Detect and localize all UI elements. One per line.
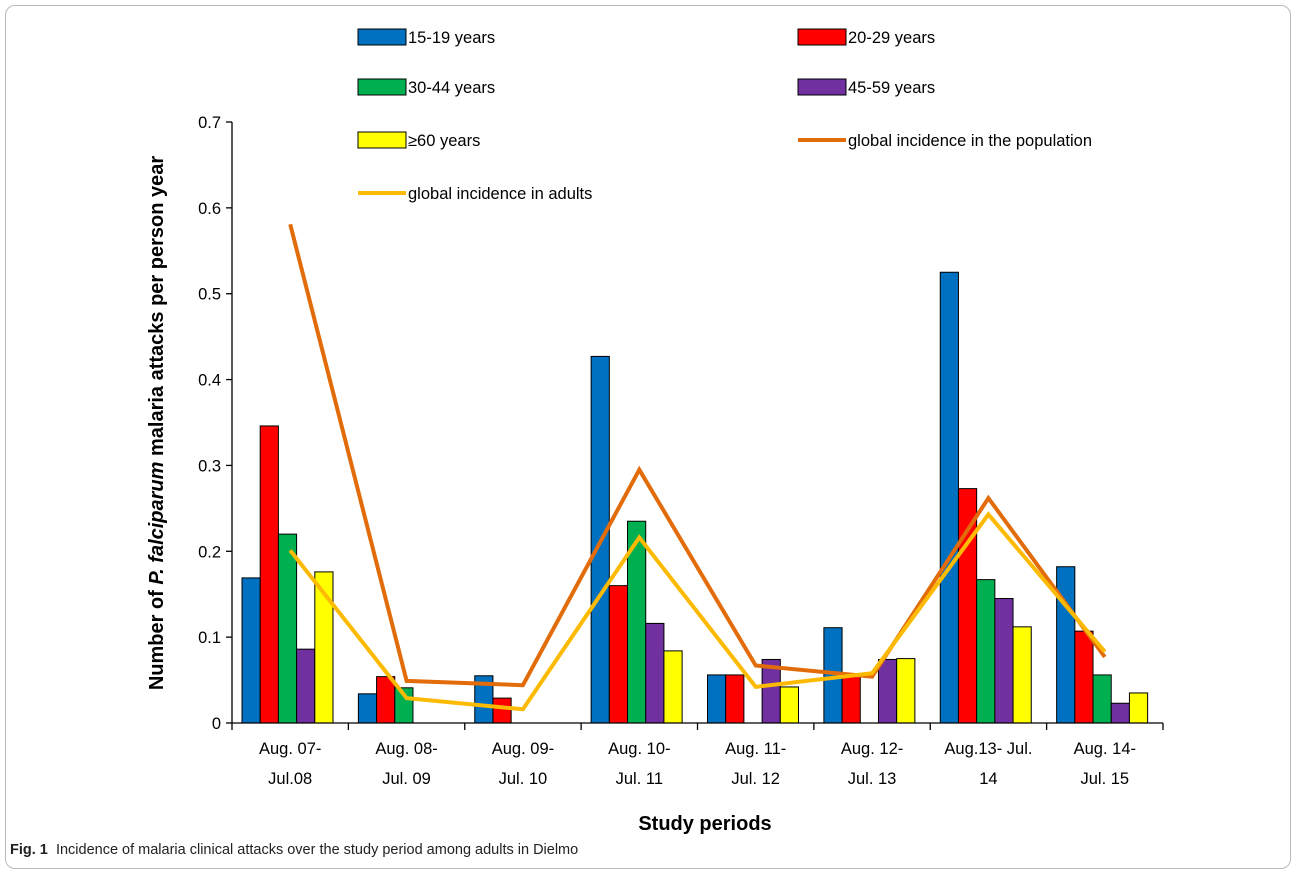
- x-tick-label: Aug. 11-: [725, 740, 786, 758]
- bar-20-29-years-1: [259, 425, 279, 724]
- caption-label: Fig. 1: [10, 842, 48, 858]
- legend-label-20-29-years: 20-29 years: [848, 29, 935, 47]
- legend: 15-19 years 20-29 years 30-44 years 45-59 y…: [357, 28, 1092, 203]
- legend-swatch-20-29-years: [797, 28, 847, 46]
- bar-45-59-years-6: [877, 658, 898, 724]
- bar-60-years-5: [779, 686, 799, 724]
- x-tick-label: Jul. 10: [499, 770, 548, 788]
- legend-swatch-45-59-years: [797, 78, 847, 96]
- x-tick-label: Jul. 09: [382, 770, 431, 788]
- legend-label-global-incidence-in-adults: global incidence in adults: [408, 185, 592, 203]
- bar-15-19-years-2: [357, 693, 378, 724]
- bar-15-19-years-8: [1056, 566, 1076, 724]
- y-tick-label: 0.4: [198, 372, 221, 390]
- y-axis-title-italic: P. falciparum: [146, 462, 168, 585]
- bar-45-59-years-4: [645, 622, 665, 724]
- line-global-incidence-adults: [288, 511, 1107, 712]
- x-tick-label: 14: [979, 770, 997, 788]
- bar-45-59-years-1: [296, 648, 316, 724]
- lines-group: [288, 223, 1107, 712]
- x-tick-label: Jul. 11: [616, 770, 663, 788]
- legend-label-45-59-years: 45-59 years: [848, 79, 935, 97]
- bar-30-44-years-8: [1092, 674, 1112, 724]
- y-tick-label: 0.3: [198, 457, 221, 475]
- figure-caption: Fig. 1 Incidence of malaria clinical att…: [10, 842, 578, 858]
- legend-label-30-44-years: 30-44 years: [408, 79, 495, 97]
- bar-45-59-years-8: [1110, 702, 1130, 724]
- x-tick-label: Aug.13- Jul.: [944, 740, 1032, 758]
- y-tick-label: 0.5: [198, 286, 221, 304]
- legend-swatch-15-19-years: [357, 28, 407, 46]
- bar-30-44-years-1: [277, 533, 298, 724]
- bar-20-29-years-6: [841, 674, 861, 724]
- figure-frame: [5, 5, 1291, 869]
- x-tick-label: Aug. 10-: [608, 740, 670, 758]
- legend-label-15-19-years: 15-19 years: [408, 29, 495, 47]
- y-tick-label: 0.7: [198, 114, 221, 132]
- bar-60-years-4: [663, 650, 683, 724]
- x-tick-label: Aug. 12-: [841, 740, 903, 758]
- bar-15-19-years-7: [939, 271, 959, 724]
- x-tick-label: Aug. 07-: [259, 740, 321, 758]
- line-global-incidence-population: [288, 223, 1107, 688]
- x-tick-label: Jul. 13: [848, 770, 897, 788]
- y-axis-title: Number of P. falciparum malaria attacks …: [146, 156, 168, 691]
- y-tick-label: 0: [212, 715, 221, 733]
- y-tick-label: 0.2: [198, 543, 221, 561]
- x-tick-label: Aug. 14-: [1074, 740, 1136, 758]
- legend-label-global-incidence-in-the-population: global incidence in the population: [848, 132, 1092, 150]
- bar-45-59-years-7: [994, 598, 1014, 724]
- bar-60-years-6: [896, 658, 916, 724]
- y-axis-title-part-1: Number of: [146, 585, 168, 691]
- bar-20-29-years-8: [1074, 630, 1094, 724]
- x-axis-title: Study periods: [638, 813, 771, 835]
- x-tick-label: Jul. 12: [731, 770, 780, 788]
- legend-label-60-years: ≥60 years: [408, 132, 480, 150]
- bar-15-19-years-5: [707, 674, 727, 724]
- bars-group: [241, 271, 1149, 724]
- bar-60-years-8: [1128, 692, 1149, 724]
- bar-20-29-years-3: [492, 697, 512, 724]
- x-tick-label: Jul. 15: [1081, 770, 1130, 788]
- axes-group: 0 0.1 0.2 0.3 0.4 0.5 0.6 0.7 Aug. 07- Jul.08 Aug.…: [198, 114, 1164, 788]
- y-tick-label: 0.6: [198, 200, 221, 218]
- y-axis-title-part-3: malaria attacks per person year: [146, 156, 168, 462]
- bar-20-29-years-5: [725, 674, 745, 724]
- legend-swatch-60-years: [357, 131, 407, 149]
- bar-20-29-years-4: [608, 585, 629, 724]
- legend-swatch-30-44-years: [357, 78, 407, 96]
- bar-60-years-7: [1012, 626, 1032, 724]
- bar-15-19-years-1: [241, 577, 261, 724]
- x-tick-label: Aug. 09-: [492, 740, 554, 758]
- y-tick-label: 0.1: [198, 629, 221, 647]
- bar-20-29-years-2: [376, 676, 396, 724]
- x-tick-label: Aug. 08-: [375, 740, 437, 758]
- x-tick-label: Jul.08: [268, 770, 312, 788]
- caption-text: Incidence of malaria clinical attacks ov…: [55, 842, 579, 858]
- bar-30-44-years-7: [976, 579, 996, 724]
